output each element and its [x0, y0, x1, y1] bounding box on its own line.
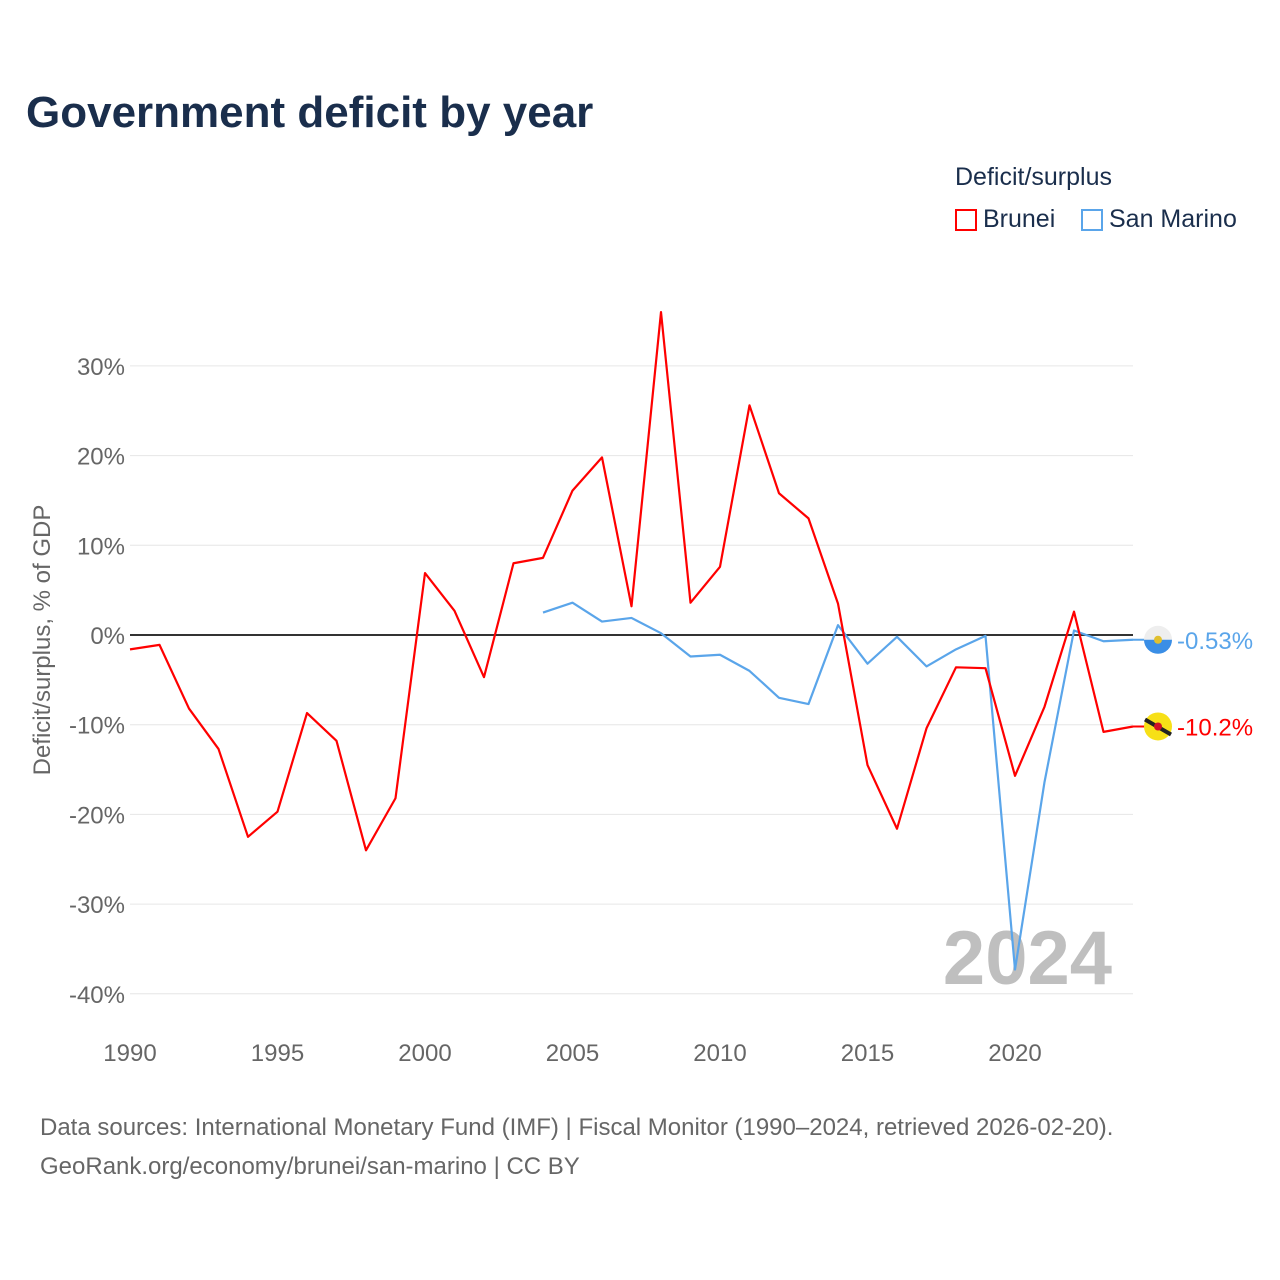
x-tick-label: 1990 [103, 1040, 156, 1067]
flag-emblem [1154, 635, 1162, 644]
legend-swatch [955, 208, 977, 231]
x-tick-label: 2020 [988, 1040, 1041, 1067]
y-tick-label: -30% [69, 892, 125, 919]
legend-item-brunei[interactable]: Brunei [955, 205, 1055, 234]
end-value-label: -0.53% [1177, 628, 1253, 655]
y-tick-label: -10% [69, 713, 125, 740]
y-tick-label: 30% [77, 354, 125, 381]
y-tick-label: -20% [69, 802, 125, 829]
series-line-brunei [129, 310, 1134, 852]
x-tick-label: 2010 [693, 1040, 746, 1067]
y-tick-label: 20% [77, 444, 125, 471]
y-tick-label: 0% [90, 623, 125, 650]
x-tick-label: 2005 [546, 1040, 599, 1067]
y-axis-label: Deficit/surplus, % of GDP [29, 505, 56, 776]
y-tick-label: -40% [69, 982, 125, 1009]
legend-swatch [1081, 208, 1103, 231]
end-value-label: -10.2% [1177, 714, 1253, 741]
source-note: Data sources: International Monetary Fun… [40, 1108, 1113, 1186]
legend-label: Brunei [983, 205, 1056, 233]
chart-title: Government deficit by year [26, 88, 594, 137]
x-tick-label: 2015 [841, 1040, 894, 1067]
year-watermark: 2024 [943, 916, 1112, 1001]
legend-item-san-marino[interactable]: San Marino [1081, 205, 1237, 234]
legend-label: San Marino [1109, 205, 1237, 233]
source-line-1: Data sources: International Monetary Fun… [40, 1114, 1114, 1141]
source-line-2[interactable]: GeoRank.org/economy/brunei/san-marino | … [40, 1153, 580, 1180]
legend-title: Deficit/surplus [955, 163, 1112, 191]
flag-emblem [1154, 722, 1162, 731]
x-tick-label: 1995 [251, 1040, 304, 1067]
flag-lower-half [1144, 639, 1172, 654]
y-tick-label: 10% [77, 533, 125, 560]
series-line-san-marino [542, 601, 1134, 971]
x-tick-label: 2000 [398, 1040, 451, 1067]
